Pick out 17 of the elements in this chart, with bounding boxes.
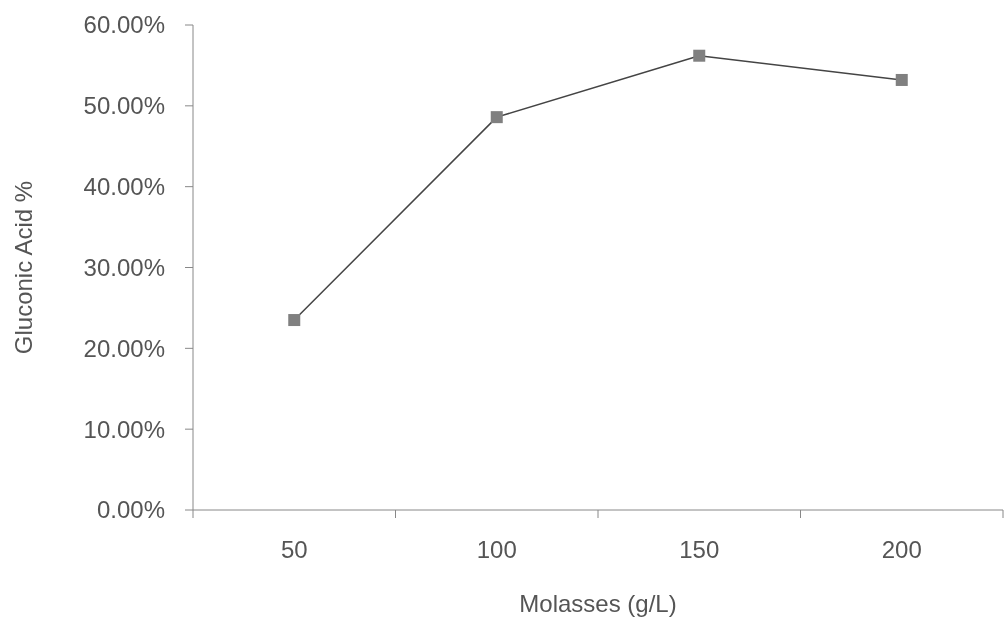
y-tick-label: 50.00% — [83, 92, 165, 120]
y-tick-label: 20.00% — [83, 334, 165, 362]
point — [490, 111, 503, 124]
x-tick-label: 50 — [280, 536, 308, 563]
point — [693, 49, 706, 62]
x-axis-title: Molasses (g/L) — [519, 590, 677, 617]
y-axis-title: Gluconic Acid % — [10, 180, 37, 355]
y-tick-label: 40.00% — [83, 173, 165, 201]
y-tick-label: 10.00% — [83, 415, 165, 443]
y-tick-label: 60.00% — [83, 11, 165, 39]
x-tick-label: 100 — [476, 536, 517, 563]
point — [288, 314, 301, 327]
y-tick-label: 0.00% — [96, 496, 165, 524]
x-tick-label: 200 — [881, 536, 922, 563]
x-tick-label: 150 — [679, 536, 720, 563]
y-tick-label: 30.00% — [83, 253, 165, 281]
point — [895, 73, 908, 86]
